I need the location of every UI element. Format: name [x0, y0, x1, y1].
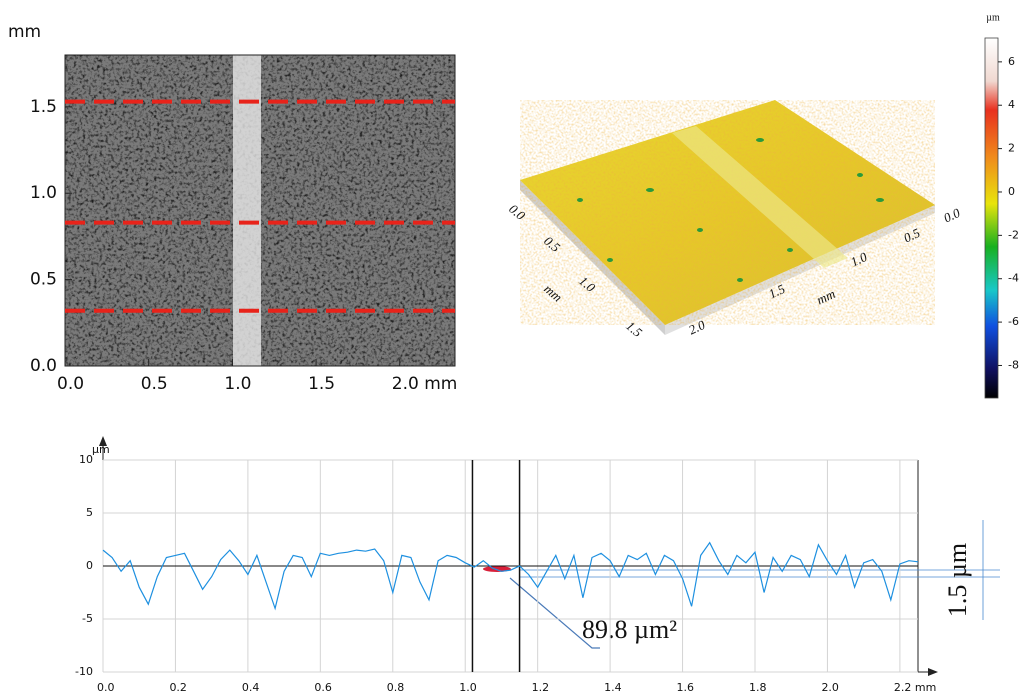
- y-tick-label: 0.0: [30, 356, 57, 376]
- colorbar-tick-label: -8: [1008, 358, 1019, 371]
- depth-axis-label: mm: [541, 281, 565, 305]
- x-tick-label: 1.0: [224, 374, 251, 394]
- x-tick-label: 1.2: [532, 681, 550, 694]
- y-tick-label: -10: [75, 665, 93, 678]
- colorbar-tick-label: -6: [1008, 315, 1019, 328]
- scratch-track: [233, 55, 261, 366]
- profile-line: [102, 541, 919, 611]
- profile-panel: µm 89.8 µm² 1.5 µm: [92, 436, 1000, 676]
- surface-pits: [577, 138, 884, 282]
- depth-tick-label: 1.5: [623, 318, 645, 340]
- width-tick-label: 1.5: [766, 281, 788, 302]
- colorbar-label: µm: [986, 12, 1000, 23]
- y-arrow: [99, 436, 107, 446]
- depth-tick-label: 0.0: [506, 201, 528, 223]
- width-axis-label: mm: [814, 286, 837, 308]
- colorbar-tick-label: 6: [1008, 55, 1015, 68]
- x-tick-label: 1.5: [308, 374, 335, 394]
- colorbar-tick-label: 2: [1008, 142, 1015, 155]
- area-annotation: 89.8 µm²: [582, 615, 677, 644]
- x-tick-label: 0.6: [314, 681, 332, 694]
- y-tick-label: 0.5: [30, 270, 57, 290]
- width-tick-label: 2.0: [686, 317, 708, 338]
- depth-annotation: 1.5 µm: [943, 543, 972, 617]
- x-tick-label: 2.2 mm: [894, 681, 936, 694]
- surface-texture: [520, 100, 935, 325]
- x-tick-label: 0.4: [242, 681, 260, 694]
- surface-panel: [520, 37, 999, 399]
- colorbar-tick-label: -2: [1008, 228, 1019, 241]
- frame: [64, 54, 456, 367]
- x-arrow: [928, 668, 938, 676]
- y-tick-label: 1.5: [30, 97, 57, 117]
- width-tick-label: 1.0: [848, 249, 870, 270]
- x-tick-label: 0.0: [97, 681, 115, 694]
- width-tick-label: 0.0: [941, 205, 963, 226]
- depth-tick-label: 1.0: [576, 273, 598, 295]
- x-tick-label: 2.0 mm: [392, 374, 458, 394]
- x-tick-label: 1.0: [459, 681, 477, 694]
- depth-tick-label: 0.5: [541, 233, 563, 255]
- colorbar: [984, 37, 999, 399]
- y-tick-label: 0: [86, 559, 93, 572]
- x-tick-label: 0.5: [141, 374, 168, 394]
- image-panel: mm: [8, 22, 456, 367]
- x-tick-label: 0.2: [169, 681, 187, 694]
- width-tick-label: 0.5: [901, 225, 923, 246]
- colorbar-tick-label: -4: [1008, 272, 1019, 285]
- scratch-track: [672, 126, 848, 268]
- surface-side: [520, 180, 665, 335]
- x-tick-label: 0.0: [57, 374, 84, 394]
- y-axis-label: µm: [92, 443, 110, 456]
- colorbar-tick-label: 4: [1008, 98, 1015, 111]
- x-tick-label: 2.0: [821, 681, 839, 694]
- y-tick-label: 10: [79, 453, 93, 466]
- x-tick-label: 1.8: [749, 681, 767, 694]
- x-tick-label: 0.8: [387, 681, 405, 694]
- y-axis-label: mm: [8, 22, 41, 42]
- y-tick-label: -5: [82, 612, 93, 625]
- colorbar-tick-label: 0: [1008, 185, 1015, 198]
- x-tick-label: 1.4: [604, 681, 622, 694]
- y-tick-label: 5: [86, 506, 93, 519]
- x-tick-label: 1.6: [677, 681, 695, 694]
- y-tick-label: 1.0: [30, 183, 57, 203]
- surface-side: [665, 205, 935, 335]
